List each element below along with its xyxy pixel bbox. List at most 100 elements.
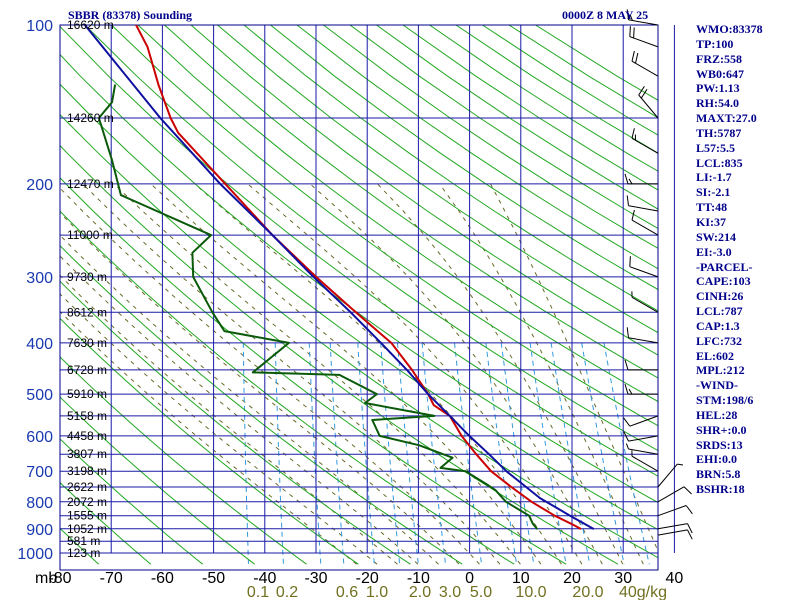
wind-barb-flag bbox=[638, 86, 645, 96]
mixing-ratio-tick-label: 40g/kg bbox=[619, 584, 667, 600]
wind-barb-staff bbox=[628, 19, 659, 26]
temperature-point bbox=[390, 342, 393, 344]
temperature-tick-label: 40 bbox=[666, 570, 684, 587]
mixing-ratio-line bbox=[242, 342, 249, 565]
index-item: -PARCEL- bbox=[696, 259, 753, 274]
temperature-point bbox=[146, 46, 149, 48]
wind-barb-staff bbox=[629, 415, 659, 427]
index-item: LCL:835 bbox=[696, 155, 743, 170]
parcel-point bbox=[271, 234, 274, 237]
temperature-point bbox=[224, 183, 227, 185]
dry-adiabat bbox=[60, 113, 658, 559]
wind-barb-flag bbox=[626, 195, 629, 206]
index-item: L57:5.5 bbox=[696, 140, 735, 155]
dry-adiabat bbox=[164, 25, 658, 379]
dry-adiabat bbox=[323, 25, 658, 249]
dewpoint-point bbox=[376, 393, 378, 395]
temperature-tick-label: -20 bbox=[356, 570, 379, 587]
mixing-ratio-tick-label: 0.6 bbox=[336, 584, 358, 600]
dewpoint-point bbox=[531, 522, 534, 525]
moist-adiabat bbox=[377, 183, 624, 565]
dewpoint-point bbox=[211, 311, 214, 314]
temperature-point bbox=[411, 369, 413, 371]
dewpoint-point bbox=[439, 467, 442, 469]
moist-adiabat bbox=[490, 183, 658, 553]
index-item: MAXT:27.0 bbox=[696, 111, 757, 126]
wind-barb-staff bbox=[628, 337, 659, 344]
pressure-tick-label: 500 bbox=[26, 387, 53, 404]
height-label: 9730 m bbox=[67, 270, 107, 284]
mixing-ratio-tick-label: 0.2 bbox=[276, 584, 298, 600]
mixing-ratio-line bbox=[500, 342, 535, 565]
pressure-tick-label: 600 bbox=[26, 429, 53, 446]
dry-adiabat bbox=[137, 25, 658, 403]
wind-barb-flag bbox=[631, 50, 635, 62]
parcel-point bbox=[312, 276, 315, 278]
mixing-ratio-tick-label: 10.0 bbox=[515, 584, 546, 600]
parcel-point bbox=[427, 393, 429, 395]
index-item: EL:602 bbox=[696, 348, 735, 363]
dry-adiabat bbox=[0, 25, 47, 564]
dewpoint-point bbox=[114, 84, 116, 87]
wind-barb-staff bbox=[657, 463, 678, 488]
height-label: 11000 m bbox=[67, 228, 113, 242]
height-label: 123 m bbox=[67, 546, 100, 560]
wind-barb-flag bbox=[625, 443, 629, 450]
moist-adiabat bbox=[309, 183, 603, 565]
dewpoint-point bbox=[433, 415, 436, 417]
wind-barb bbox=[657, 505, 693, 517]
wind-barb-staff bbox=[628, 448, 659, 455]
dry-adiabat bbox=[60, 210, 515, 565]
temperature-tick-label: 30 bbox=[614, 570, 632, 587]
wind-barb-staff bbox=[657, 486, 685, 503]
temperature-tick-label: -10 bbox=[407, 570, 430, 587]
mixing-ratio-line bbox=[454, 342, 483, 565]
mixing-ratio-line bbox=[380, 342, 401, 565]
dry-adiabat bbox=[111, 25, 658, 427]
wind-barb bbox=[631, 209, 659, 236]
wind-barb bbox=[629, 256, 659, 278]
parcel-point bbox=[539, 497, 541, 499]
dry-adiabat bbox=[60, 438, 204, 565]
moist-adiabat bbox=[60, 212, 460, 565]
temperature-point bbox=[572, 524, 575, 526]
height-label: 2072 m bbox=[67, 495, 107, 509]
temperature-point bbox=[530, 500, 533, 503]
moist-adiabat bbox=[60, 293, 378, 565]
temperature-tick-label: -70 bbox=[100, 570, 123, 587]
parcel-point bbox=[84, 25, 86, 26]
dewpoint-point bbox=[338, 374, 341, 376]
wind-barb bbox=[631, 291, 659, 313]
wind-barb bbox=[624, 173, 658, 185]
wind-barb-flag bbox=[629, 26, 631, 37]
index-item: LFC:732 bbox=[696, 333, 742, 348]
dewpoint-point bbox=[364, 402, 366, 404]
temperature-point bbox=[135, 25, 137, 26]
wind-barb bbox=[624, 359, 658, 371]
temperature-tick-label: -30 bbox=[304, 570, 327, 587]
wind-barb bbox=[623, 415, 659, 427]
dewpoint-point bbox=[494, 489, 497, 491]
wind-barb-flag bbox=[635, 52, 639, 64]
wind-barb-flag bbox=[624, 359, 629, 371]
moist-adiabat bbox=[194, 183, 562, 565]
dewpoint-point bbox=[191, 251, 194, 254]
temperature-point bbox=[432, 404, 435, 407]
dry-adiabat bbox=[60, 396, 255, 565]
index-item: CINH:26 bbox=[696, 289, 744, 304]
pressure-tick-label: 200 bbox=[26, 177, 53, 194]
index-item: SRDS:13 bbox=[696, 437, 743, 452]
wind-barb-flag bbox=[685, 505, 693, 515]
wind-barb-staff bbox=[629, 36, 659, 48]
temperature-tick-label: -80 bbox=[48, 570, 71, 587]
index-item: LI:-1.7 bbox=[696, 170, 732, 185]
index-item: MPL:212 bbox=[696, 363, 745, 378]
dry-adiabat bbox=[84, 25, 658, 452]
index-item: RH:54.0 bbox=[696, 96, 739, 111]
temperature-point bbox=[460, 435, 463, 437]
dewpoint-point bbox=[464, 470, 467, 473]
dry-adiabat bbox=[60, 481, 152, 565]
moist-adiabat bbox=[439, 183, 644, 565]
wind-barb-staff bbox=[631, 219, 659, 236]
pressure-tick-label: 1000 bbox=[17, 546, 53, 563]
